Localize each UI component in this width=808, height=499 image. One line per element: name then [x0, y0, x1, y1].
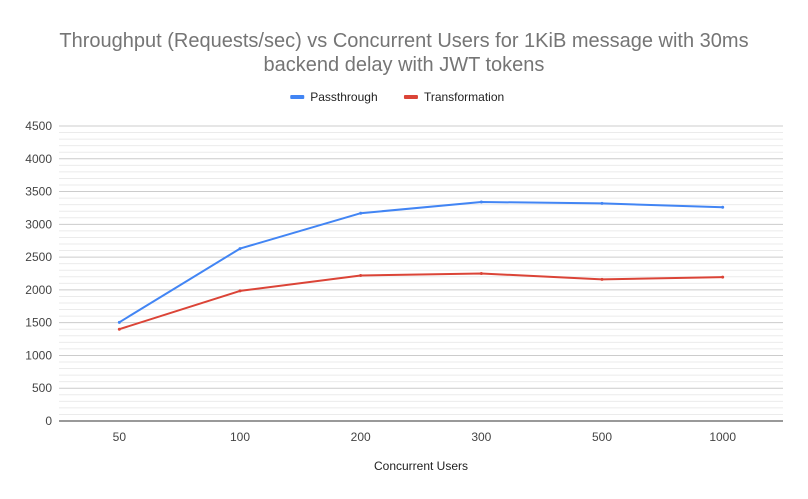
y-axis-ticks: 0 500 1000 1500 2000 2500 3000 3500 4000 4500 [25, 119, 52, 428]
y-tick-label: 3500 [25, 185, 52, 199]
x-axis-label: Concurrent Users [374, 459, 468, 473]
chart-title-line-2: backend delay with JWT tokens [264, 54, 545, 76]
data-point-transformation [359, 273, 363, 277]
y-tick-label: 2000 [25, 283, 52, 297]
data-point-transformation [238, 289, 242, 293]
x-tick-label: 500 [592, 430, 612, 444]
legend-swatch-passthrough [290, 95, 305, 99]
y-tick-label: 2500 [25, 250, 52, 264]
legend-label-transformation: Transformation [424, 90, 504, 104]
data-point-passthrough [117, 320, 121, 324]
y-tick-label: 4500 [25, 119, 52, 133]
series-line-transformation [118, 272, 723, 331]
data-point-passthrough [479, 200, 483, 204]
x-tick-label: 1000 [709, 430, 736, 444]
data-point-transformation [600, 277, 604, 281]
data-point-passthrough [359, 211, 363, 215]
data-point-transformation [117, 327, 121, 331]
y-tick-label: 4000 [25, 152, 52, 166]
x-tick-label: 50 [113, 430, 127, 444]
data-point-transformation [721, 275, 725, 279]
x-tick-label: 300 [471, 430, 491, 444]
data-point-passthrough [238, 247, 242, 251]
gridlines [59, 125, 783, 422]
legend-label-passthrough: Passthrough [310, 90, 377, 104]
y-tick-label: 1500 [25, 316, 52, 330]
chart-title-line-1: Throughput (Requests/sec) vs Concurrent … [59, 30, 748, 52]
legend: Passthrough Transformation [290, 90, 504, 104]
series-lines [117, 200, 725, 331]
y-tick-label: 1000 [25, 348, 52, 362]
legend-swatch-transformation [403, 95, 418, 99]
x-tick-label: 200 [351, 430, 371, 444]
y-tick-label: 0 [45, 414, 52, 428]
y-tick-label: 500 [32, 381, 52, 395]
data-point-passthrough [600, 201, 604, 205]
series-line-passthrough [118, 201, 723, 324]
y-tick-label: 3000 [25, 217, 52, 231]
x-axis-ticks: 50 100 200 300 500 1000 [113, 430, 737, 444]
data-point-transformation [479, 272, 483, 275]
x-tick-label: 100 [230, 430, 250, 444]
data-point-passthrough [721, 205, 725, 209]
